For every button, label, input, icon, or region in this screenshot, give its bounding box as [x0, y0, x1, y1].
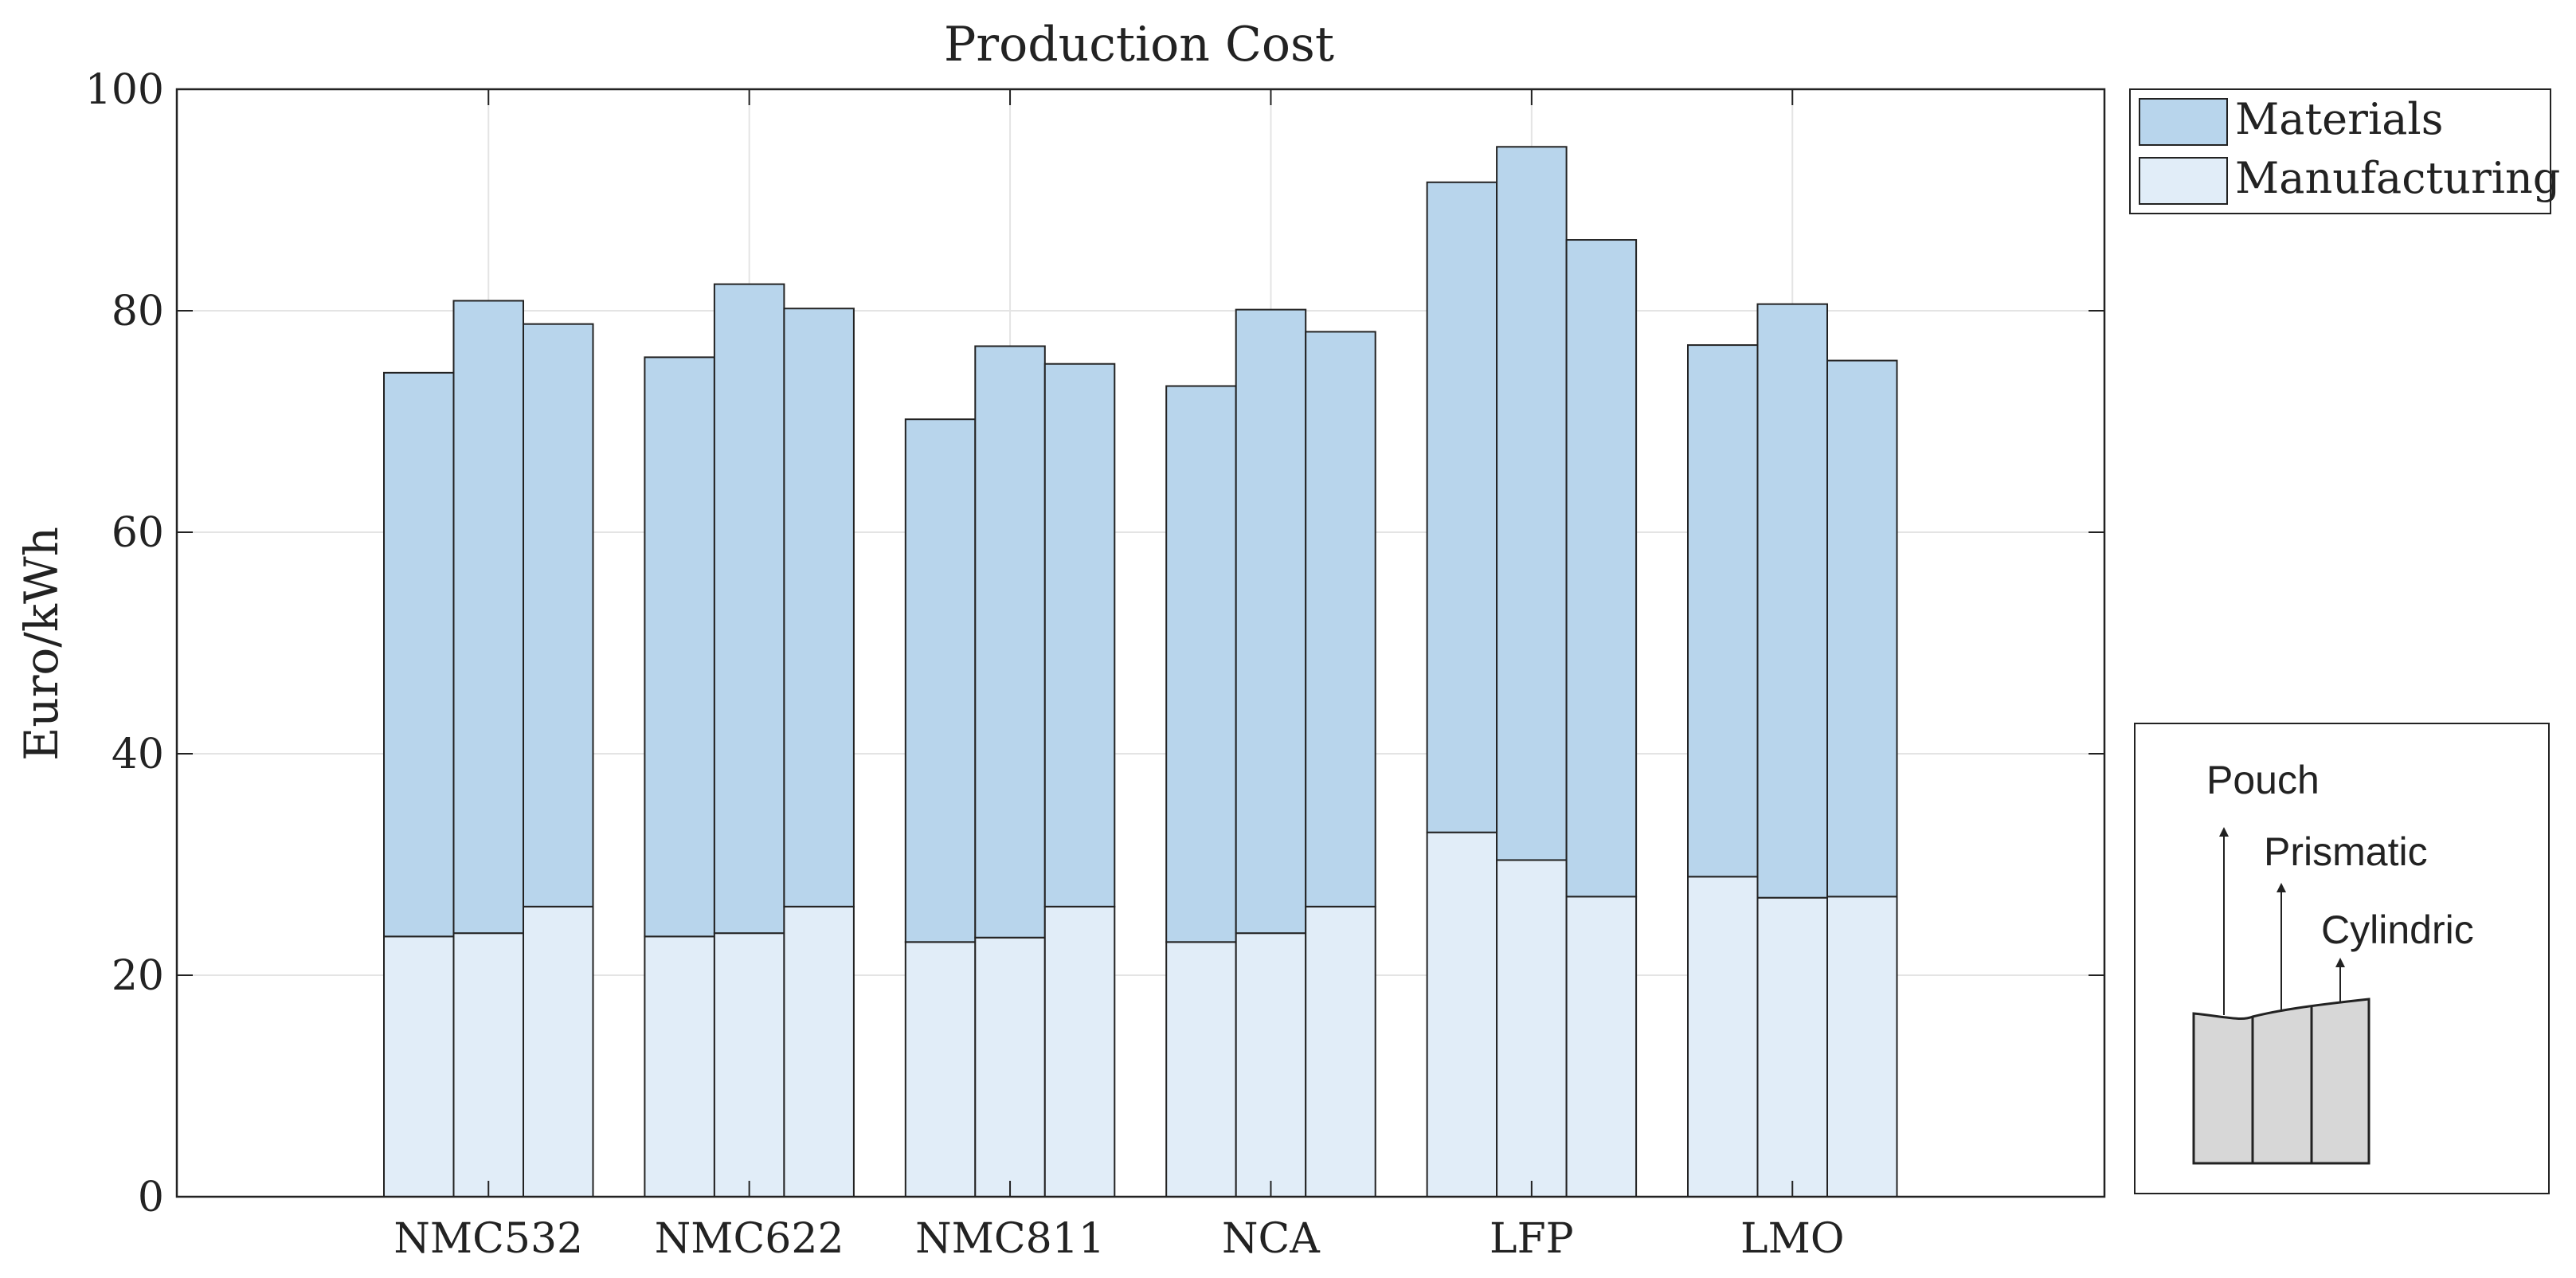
bar-manufacturing [974, 936, 1046, 1198]
inset-label-cylindric: Cylindric [2321, 908, 2474, 952]
bar-materials [1165, 385, 1237, 943]
cell-format-inset: Pouch Prismatic Cylindric [2134, 723, 2550, 1194]
bar-materials [1496, 146, 1568, 861]
y-tick-label: 100 [85, 66, 164, 114]
bar-manufacturing [1043, 905, 1116, 1198]
y-axis-label: Euro/kWh [14, 527, 69, 761]
x-category-label: LMO [1740, 1215, 1844, 1263]
bar-materials [644, 356, 715, 938]
bar-manufacturing [1756, 896, 1828, 1198]
bar-materials [1826, 359, 1898, 898]
x-category-label: NMC532 [393, 1215, 583, 1263]
bar-manufacturing [523, 905, 594, 1198]
bar-manufacturing [1496, 859, 1568, 1198]
x-category-label: NCA [1222, 1215, 1321, 1263]
x-category-label: LFP [1490, 1215, 1574, 1263]
bar-manufacturing [1235, 932, 1307, 1198]
inset-label-pouch: Pouch [2206, 758, 2320, 802]
bar-materials [523, 323, 594, 908]
y-ticks: 0 20 40 60 80 100 [85, 66, 2104, 1221]
legend-label-manufacturing: Manufacturing [2235, 153, 2560, 203]
bar-materials [1305, 331, 1376, 908]
bar-manufacturing [1165, 941, 1237, 1198]
bar-manufacturing [1305, 905, 1376, 1198]
plot-frame [175, 88, 2106, 1198]
bar-materials [452, 300, 524, 935]
bar-manufacturing [783, 905, 855, 1198]
inset-label-prismatic: Prismatic [2264, 829, 2428, 874]
bar-materials [1756, 303, 1828, 899]
y-tick-label: 80 [112, 288, 164, 335]
x-category-label: NMC622 [655, 1215, 844, 1263]
cell-illustration [2192, 998, 2370, 1165]
bar-materials [904, 418, 977, 943]
bar-manufacturing [1426, 831, 1498, 1198]
y-tick-label: 0 [138, 1174, 164, 1221]
x-categories: NMC532 NMC622 NMC811 NCA LFP LMO [393, 1215, 1844, 1263]
bar-materials [1426, 181, 1498, 833]
bar-materials [974, 345, 1046, 939]
bar-materials [783, 308, 855, 908]
bar-manufacturing [1687, 876, 1759, 1198]
bar-materials [1043, 363, 1116, 908]
bar-materials [1687, 344, 1759, 878]
bars [383, 146, 1898, 1198]
chart-title: Production Cost [944, 17, 1334, 73]
legend-swatch-manufacturing [2139, 157, 2228, 205]
y-tick-label: 40 [112, 731, 164, 778]
legend-swatch-materials [2139, 98, 2228, 146]
bar-materials [383, 371, 455, 938]
y-tick-label: 60 [112, 509, 164, 557]
bar-manufacturing [644, 935, 715, 1198]
bar-manufacturing [1826, 896, 1898, 1198]
bar-manufacturing [452, 932, 524, 1198]
bar-materials [1565, 239, 1638, 898]
bar-materials [713, 283, 785, 935]
bar-manufacturing [904, 941, 977, 1198]
bar-manufacturing [713, 932, 785, 1198]
y-tick-label: 20 [112, 952, 164, 1000]
bar-manufacturing [1565, 896, 1638, 1198]
bar-materials [1235, 308, 1307, 935]
bar-manufacturing [383, 935, 455, 1198]
legend: Materials Manufacturing [2129, 88, 2560, 214]
x-category-label: NMC811 [915, 1215, 1105, 1263]
legend-label-materials: Materials [2235, 94, 2443, 144]
